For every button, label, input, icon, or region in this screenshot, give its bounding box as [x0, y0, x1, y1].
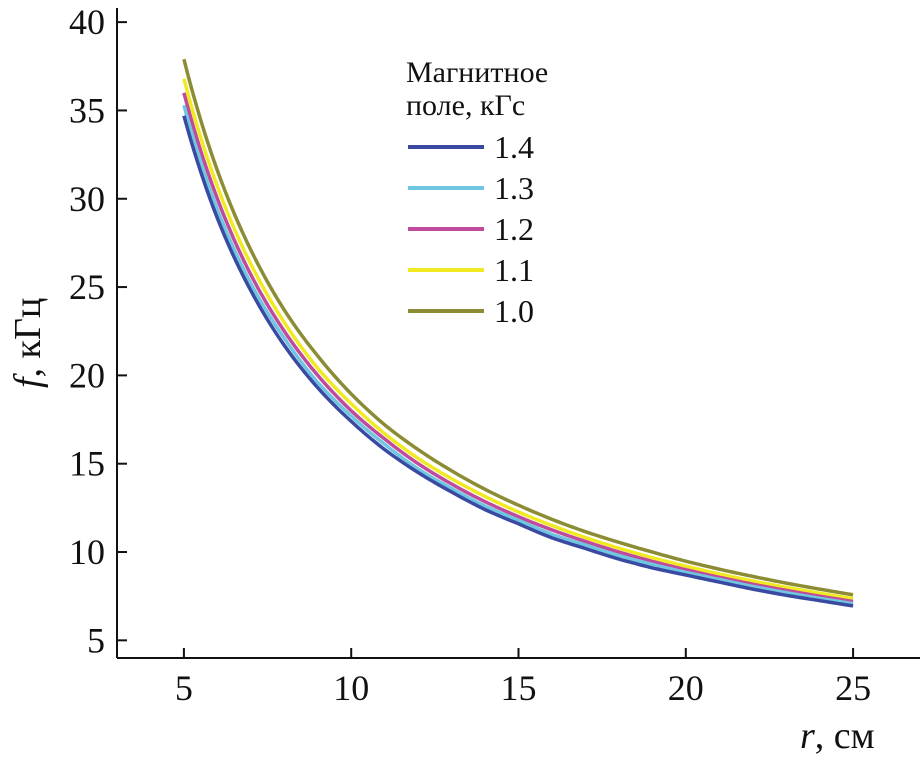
series-line-1-4 — [182, 115, 854, 608]
y-tick-label: 25 — [69, 267, 105, 307]
x-tick-label: 15 — [501, 668, 537, 708]
y-tick-label: 15 — [69, 444, 105, 484]
series-line-1-0 — [182, 58, 854, 597]
series-line-1-1 — [182, 78, 854, 601]
series-line-1-3 — [182, 104, 854, 606]
y-axis-label: f, кГц — [7, 298, 49, 388]
x-tick-label: 10 — [333, 668, 369, 708]
legend-title-line1: Магнитное — [406, 56, 548, 89]
x-tick-label: 20 — [668, 668, 704, 708]
legend-label-1-3: 1.3 — [494, 170, 534, 206]
y-tick-label: 35 — [69, 90, 105, 130]
ticks: 5 10 15 20 25 5 10 15 20 25 30 35 40 — [69, 2, 871, 708]
y-axis-unit: , кГц — [7, 298, 49, 378]
y-tick-label: 30 — [69, 179, 105, 219]
x-tick-label: 25 — [835, 668, 871, 708]
series-line-1-2 — [182, 92, 854, 604]
x-axis-variable: r — [800, 715, 815, 757]
legend-items: 1.4 1.3 1.2 1.1 1.0 — [408, 129, 534, 329]
legend: Магнитное поле, кГс 1.4 1.3 1.2 1.1 1.0 — [406, 56, 548, 329]
legend-label-1-2: 1.2 — [494, 211, 534, 247]
y-tick-label: 10 — [69, 532, 105, 572]
x-axis-unit: , см — [815, 715, 875, 757]
series-group — [182, 58, 854, 608]
y-tick-label: 5 — [87, 620, 105, 660]
legend-label-1-0: 1.0 — [494, 293, 534, 329]
legend-label-1-1: 1.1 — [494, 252, 534, 288]
y-tick-label: 20 — [69, 355, 105, 395]
x-axis-label: r, см — [800, 715, 875, 757]
legend-label-1-4: 1.4 — [494, 129, 534, 165]
x-tick-label: 5 — [175, 668, 193, 708]
y-tick-label: 40 — [69, 2, 105, 42]
legend-title-line2: поле, кГс — [406, 89, 525, 122]
